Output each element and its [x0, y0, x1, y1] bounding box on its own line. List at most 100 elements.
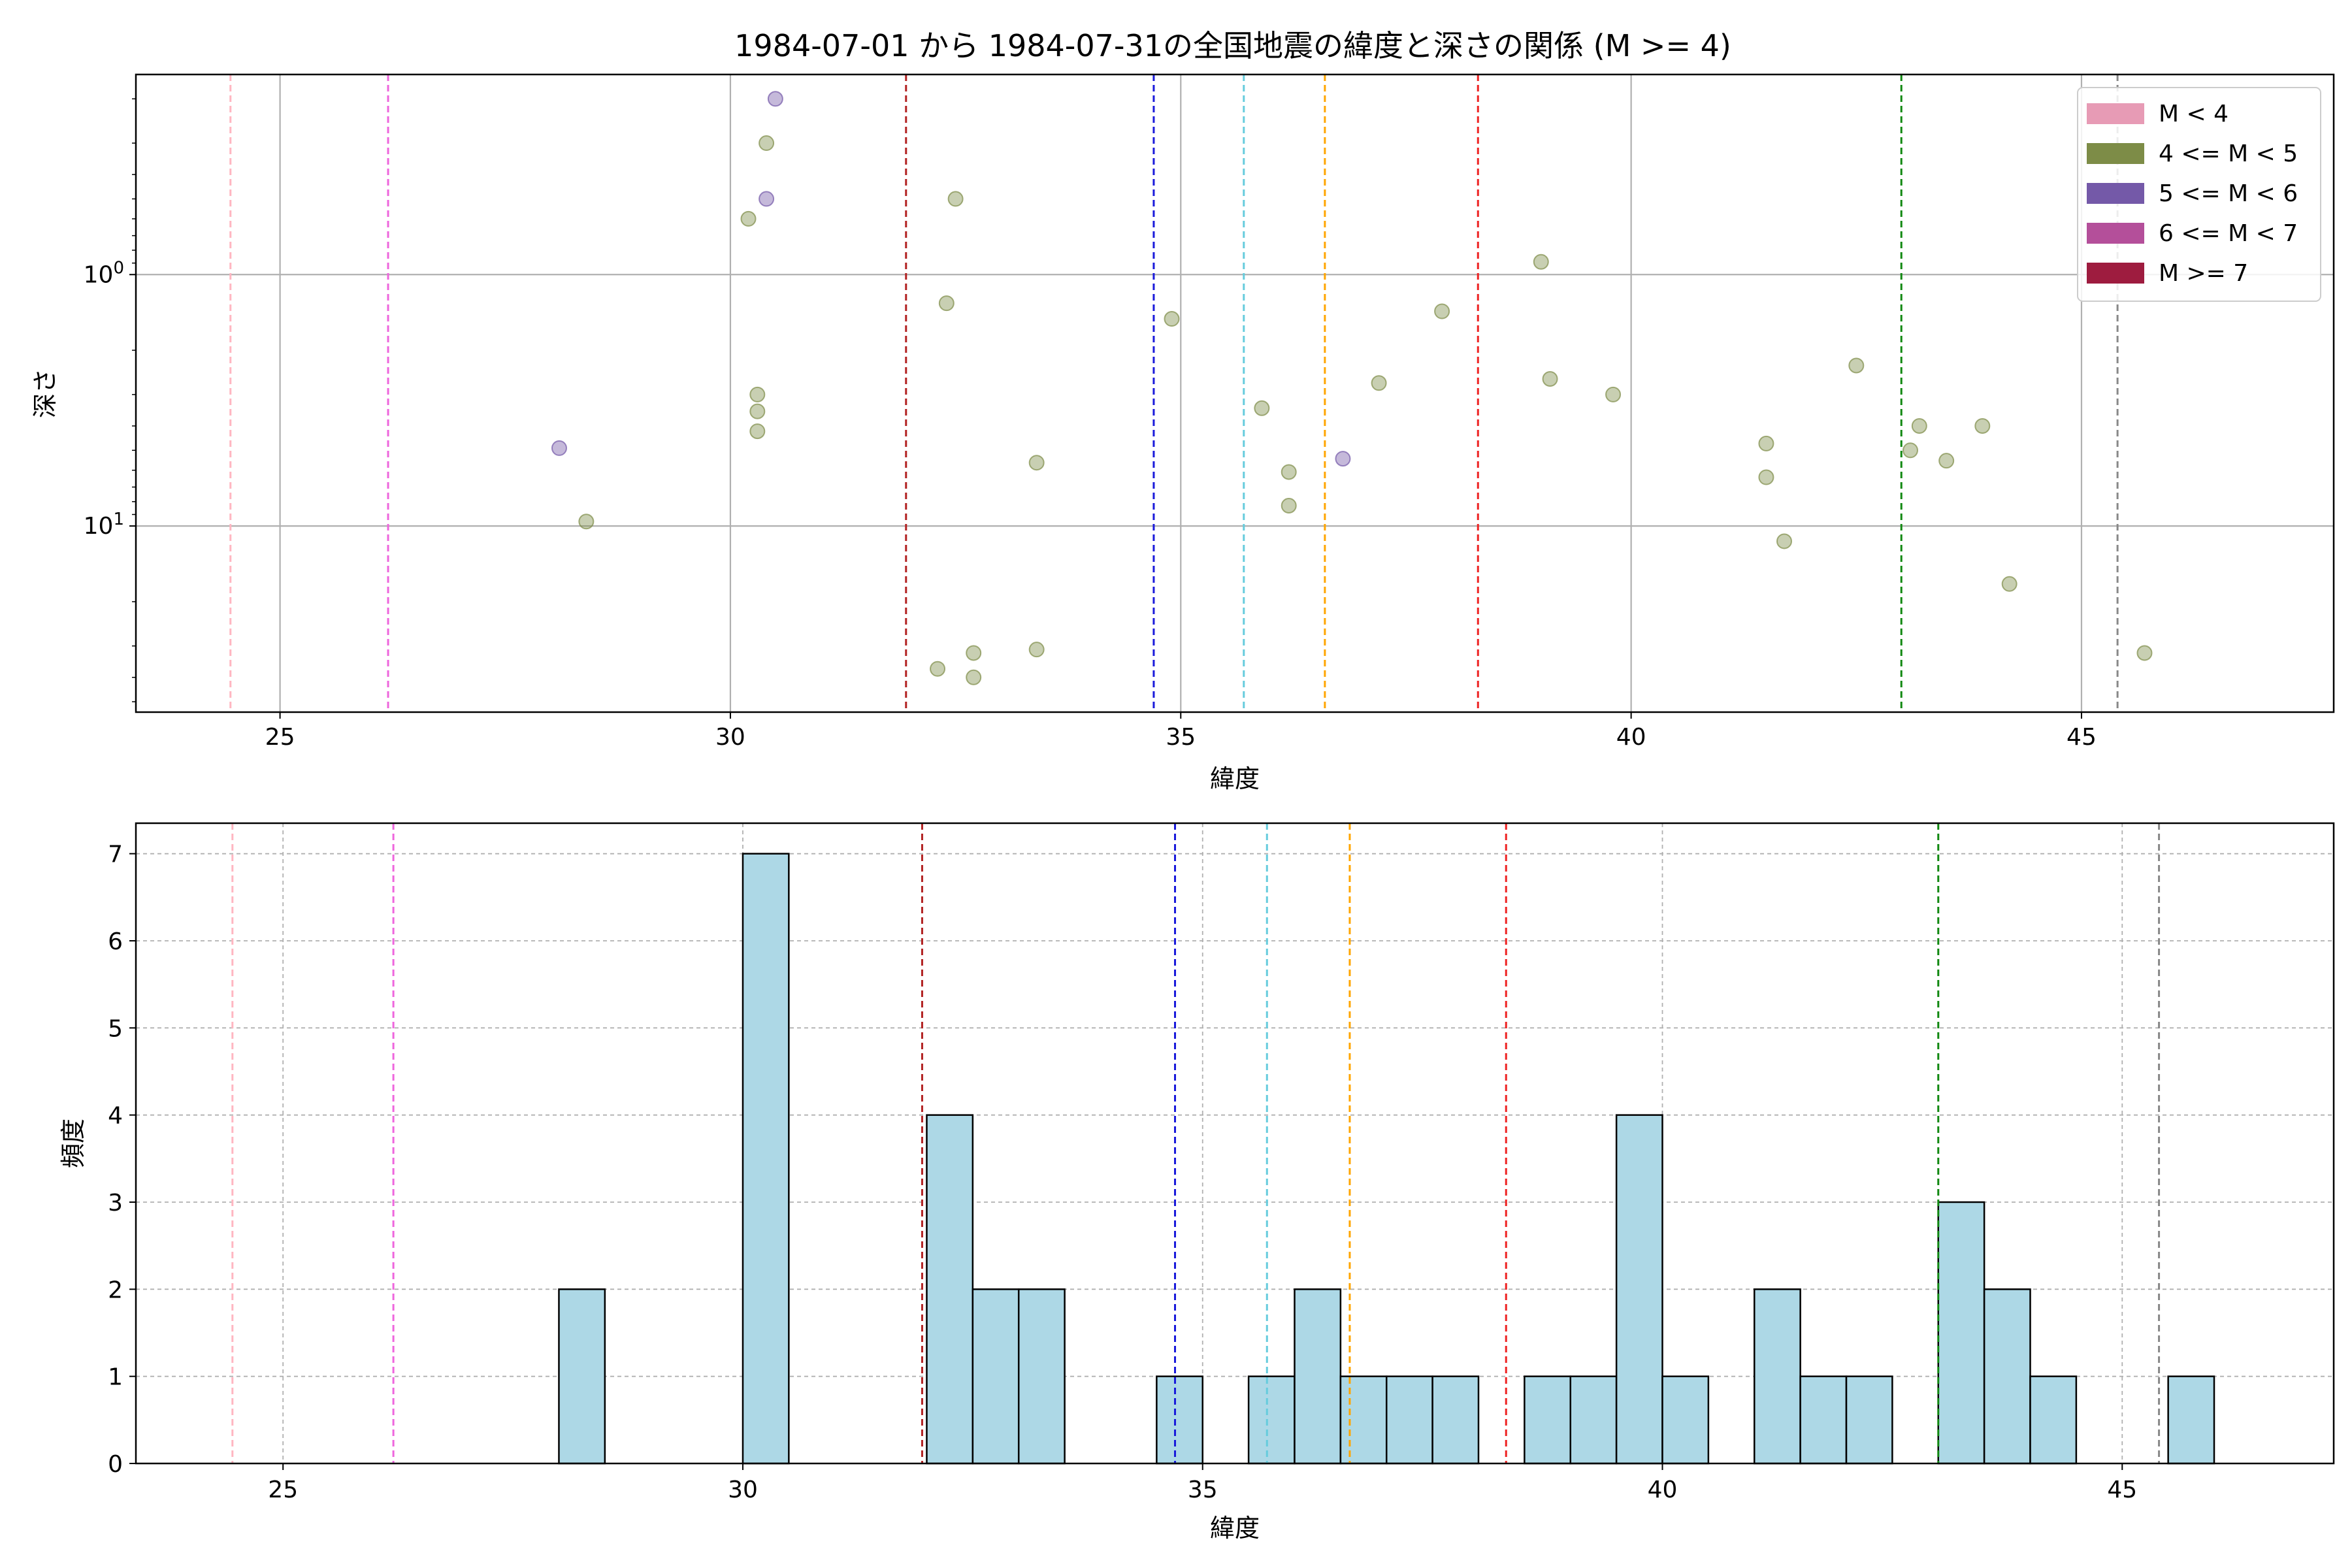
scatter-point [749, 386, 766, 402]
histogram-bar [1524, 1375, 1571, 1465]
legend-swatch [2087, 223, 2144, 244]
histogram-bar [1431, 1375, 1480, 1465]
histogram-y-tick-label: 6 [108, 928, 123, 955]
histogram-frame [135, 822, 2335, 1465]
histogram-bar [1799, 1375, 1848, 1465]
scatter-point [938, 295, 955, 312]
scatter-point [2136, 645, 2153, 661]
histogram-x-tick-label: 45 [2107, 1477, 2137, 1503]
scatter-plot-area [136, 74, 2334, 712]
scatter-x-tick-label: 25 [265, 724, 295, 751]
histogram-bar [1569, 1375, 1618, 1465]
scatter-point [1938, 453, 1955, 469]
scatter-point [966, 645, 982, 661]
scatter-point [1758, 469, 1774, 485]
scatter-point [749, 423, 766, 440]
histogram-bar [1845, 1375, 1893, 1465]
scatter-point [767, 91, 783, 107]
histogram-bar [2167, 1375, 2215, 1465]
scatter-x-tick-label: 45 [2066, 724, 2097, 751]
legend-label: 6 <= M < 7 [2159, 220, 2298, 247]
scatter-point [759, 191, 775, 207]
legend-swatch [2087, 103, 2144, 124]
legend-label: M >= 7 [2159, 260, 2248, 287]
histogram-bar [1156, 1375, 1203, 1465]
scatter-point [1533, 253, 1549, 270]
histogram-x-tick-label: 25 [268, 1477, 298, 1503]
histogram-bar [1661, 1375, 1710, 1465]
legend-swatch [2087, 263, 2144, 284]
legend-label: 4 <= M < 5 [2159, 140, 2298, 167]
scatter-point [1281, 497, 1297, 514]
scatter-point [740, 210, 757, 227]
histogram-x-tick-label: 35 [1188, 1477, 1218, 1503]
histogram-y-tick-label: 7 [108, 841, 123, 868]
scatter-point [2001, 576, 2017, 592]
scatter-point [1848, 357, 1865, 374]
scatter-x-tick-label: 35 [1166, 724, 1196, 751]
scatter-point [1281, 464, 1297, 480]
histogram-bar [926, 1114, 974, 1465]
histogram-bar [1937, 1201, 1985, 1465]
scatter-point [947, 191, 964, 207]
scatter-point [966, 669, 982, 685]
scatter-y-axis-label: 深さ [31, 368, 59, 418]
histogram-y-axis-label: 頻度 [59, 1119, 88, 1168]
scatter-point [1164, 311, 1180, 327]
histogram-bars [558, 853, 2215, 1465]
scatter-point [1605, 386, 1622, 402]
legend: M < 4 4 <= M < 5 5 <= M < 6 6 <= M < 7 M >= … [2077, 87, 2321, 302]
histogram-y-tick-label: 5 [108, 1015, 123, 1042]
histogram-bar [1983, 1288, 2031, 1465]
scatter-point [1903, 442, 1919, 459]
legend-box [2077, 87, 2321, 302]
scatter-point [1434, 303, 1450, 319]
histogram-y-tick-label: 1 [108, 1364, 123, 1391]
scatter-point [1758, 435, 1774, 451]
legend-label: M < 4 [2159, 101, 2229, 127]
histogram-x-tick-label: 30 [728, 1477, 758, 1503]
histogram-bar [972, 1288, 1020, 1465]
histogram-y-tick-label: 3 [108, 1190, 123, 1217]
legend-swatch [2087, 183, 2144, 204]
histogram-bar [1017, 1288, 1066, 1465]
histogram-bar [1294, 1288, 1342, 1465]
scatter-point [1974, 417, 1991, 434]
scatter-point [930, 661, 946, 677]
scatter-ticks: 25 30 35 40 45 100 101 [84, 98, 2097, 751]
scatter-x-axis-label: 緯度 [1210, 764, 1260, 793]
histogram-reference-lines [231, 823, 2161, 1463]
histogram-bar [2029, 1375, 2078, 1465]
histogram-bar [1754, 1288, 1801, 1465]
scatter-point [1911, 417, 1927, 434]
scatter-point [759, 135, 775, 152]
scatter-point [1028, 455, 1045, 471]
scatter-gridlines [136, 74, 2334, 712]
scatter-y-tick-label: 101 [84, 510, 124, 540]
scatter-x-tick-label: 40 [1616, 724, 1646, 751]
scatter-panel: 25 30 35 40 45 100 101 緯度 深さ M < 4 4 <= M < 5 5 … [31, 73, 2335, 793]
scatter-point [551, 440, 567, 456]
scatter-point [1335, 451, 1351, 467]
scatter-point [749, 403, 766, 419]
histogram-x-axis-label: 緯度 [1210, 1514, 1260, 1543]
histogram-y-tick-label: 2 [108, 1277, 123, 1303]
scatter-point [1542, 370, 1558, 387]
histogram-bar [1615, 1114, 1663, 1465]
legend-label: 5 <= M < 6 [2159, 180, 2298, 207]
histogram-bar [558, 1288, 606, 1465]
histogram-x-tick-label: 40 [1648, 1477, 1678, 1503]
scatter-frame [135, 73, 2335, 713]
histogram-y-tick-label: 0 [108, 1451, 123, 1478]
scatter-point [578, 514, 595, 530]
scatter-x-tick-label: 30 [715, 724, 745, 751]
scatter-point [1254, 400, 1270, 416]
scatter-point [1776, 533, 1792, 549]
chart-title: 1984-07-01 から 1984-07-31の全国地震の緯度と深さの関係 (… [734, 28, 1731, 63]
legend-swatch [2087, 143, 2144, 164]
histogram-bar [742, 853, 790, 1465]
histogram-bar [1385, 1375, 1433, 1465]
